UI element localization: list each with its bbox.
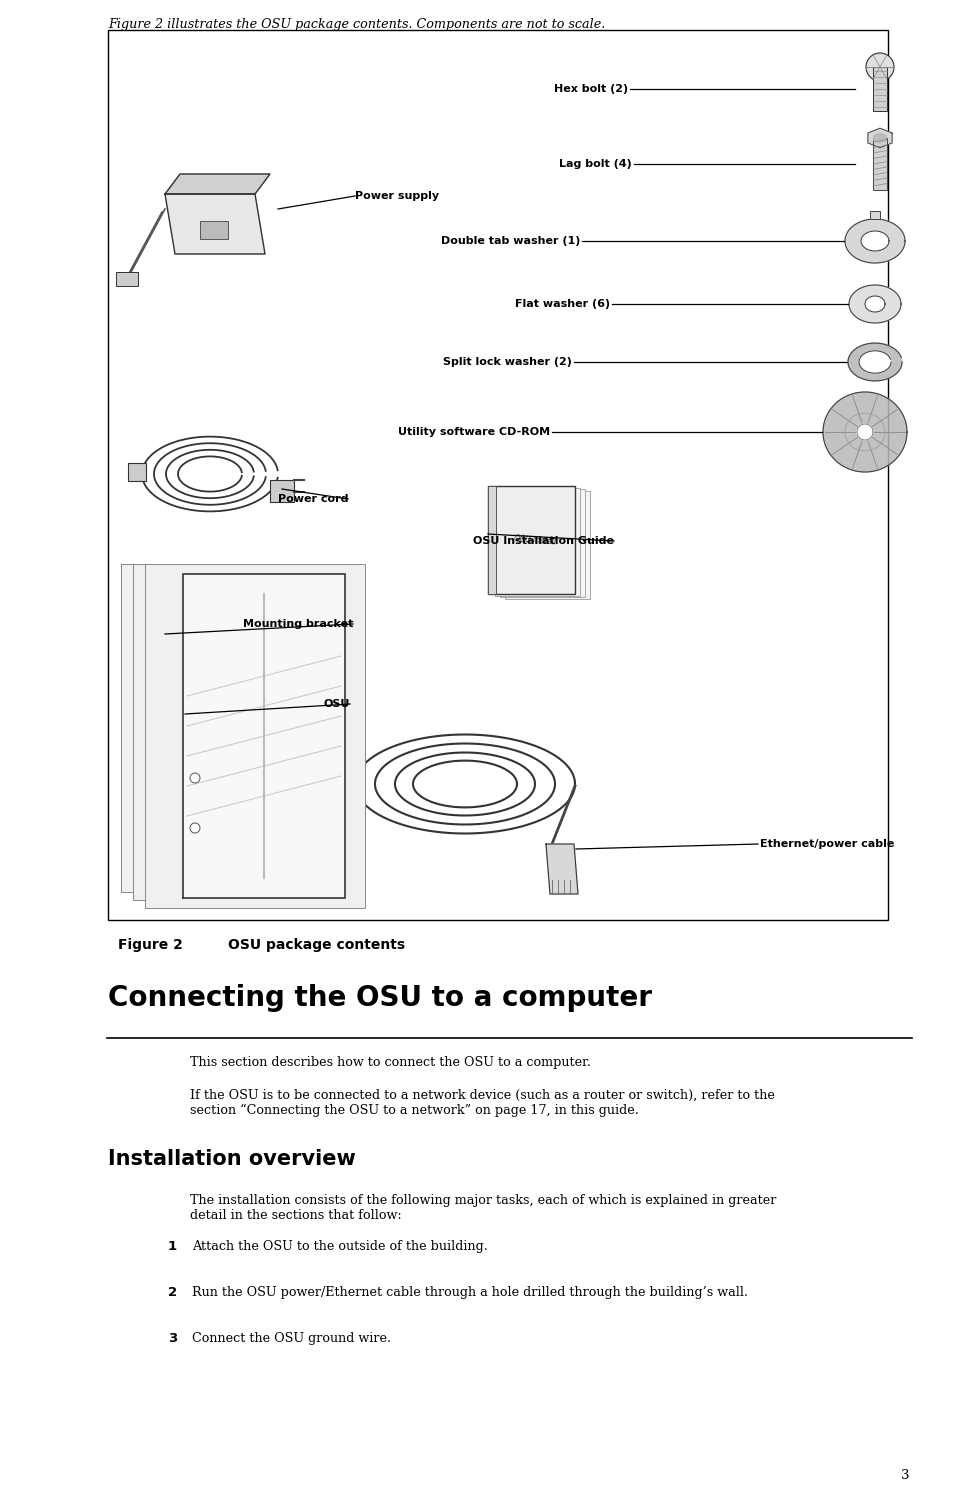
Text: 2: 2 xyxy=(168,1286,177,1299)
Bar xyxy=(495,487,580,596)
Polygon shape xyxy=(857,424,873,441)
Polygon shape xyxy=(874,132,886,143)
Text: Power cord: Power cord xyxy=(278,493,348,504)
Bar xyxy=(108,30,888,920)
Text: OSU Installation Guide: OSU Installation Guide xyxy=(473,535,614,546)
Text: Connecting the OSU to a computer: Connecting the OSU to a computer xyxy=(108,984,652,1012)
Polygon shape xyxy=(848,343,902,381)
Bar xyxy=(121,564,341,892)
Bar xyxy=(128,463,146,481)
Bar xyxy=(488,486,496,594)
Bar xyxy=(116,272,138,286)
Bar xyxy=(873,68,887,111)
Polygon shape xyxy=(859,350,891,373)
Text: Split lock washer (2): Split lock washer (2) xyxy=(443,356,572,367)
Polygon shape xyxy=(865,296,885,311)
Circle shape xyxy=(190,773,200,784)
Text: The installation consists of the following major tasks, each of which is explain: The installation consists of the followi… xyxy=(190,1194,776,1221)
Polygon shape xyxy=(183,575,345,898)
Text: If the OSU is to be connected to a network device (such as a router or switch), : If the OSU is to be connected to a netwo… xyxy=(190,1089,775,1117)
Polygon shape xyxy=(849,284,901,323)
Text: Ethernet/power cable: Ethernet/power cable xyxy=(760,839,894,848)
Text: Lag bolt (4): Lag bolt (4) xyxy=(560,159,632,168)
Text: Power supply: Power supply xyxy=(355,191,439,202)
Bar xyxy=(133,564,353,899)
Text: Mounting bracket: Mounting bracket xyxy=(243,620,353,629)
Polygon shape xyxy=(546,844,578,893)
Bar xyxy=(870,211,880,220)
Text: Connect the OSU ground wire.: Connect the OSU ground wire. xyxy=(192,1333,391,1345)
Text: 3: 3 xyxy=(902,1469,910,1481)
Circle shape xyxy=(190,823,200,833)
Text: 1: 1 xyxy=(168,1239,177,1253)
Text: Hex bolt (2): Hex bolt (2) xyxy=(554,84,628,93)
Text: Flat washer (6): Flat washer (6) xyxy=(515,299,610,308)
Bar xyxy=(500,489,585,597)
Text: This section describes how to connect the OSU to a computer.: This section describes how to connect th… xyxy=(190,1056,591,1069)
Circle shape xyxy=(866,53,894,81)
Bar xyxy=(145,564,365,908)
Polygon shape xyxy=(165,174,270,194)
Text: Utility software CD-ROM: Utility software CD-ROM xyxy=(398,427,550,438)
Polygon shape xyxy=(868,128,892,147)
Polygon shape xyxy=(861,232,889,251)
Text: Run the OSU power/Ethernet cable through a hole drilled through the building’s w: Run the OSU power/Ethernet cable through… xyxy=(192,1286,748,1299)
Bar xyxy=(270,480,294,502)
Text: OSU package contents: OSU package contents xyxy=(228,938,406,952)
Text: Double tab washer (1): Double tab washer (1) xyxy=(441,236,580,247)
Text: Installation overview: Installation overview xyxy=(108,1149,356,1169)
Text: Figure 2: Figure 2 xyxy=(118,938,183,952)
Text: OSU: OSU xyxy=(324,699,350,708)
Polygon shape xyxy=(823,393,907,472)
Bar xyxy=(200,221,228,239)
Text: Figure 2 illustrates the OSU package contents. Components are not to scale.: Figure 2 illustrates the OSU package con… xyxy=(108,18,605,32)
Text: OSU Install: OSU Install xyxy=(514,534,557,546)
Text: Attach the OSU to the outside of the building.: Attach the OSU to the outside of the bui… xyxy=(192,1239,488,1253)
Polygon shape xyxy=(845,220,905,263)
Text: 3: 3 xyxy=(168,1333,177,1345)
Bar xyxy=(505,490,590,599)
Bar xyxy=(873,138,887,190)
Polygon shape xyxy=(165,194,265,254)
Bar xyxy=(490,486,575,594)
Bar xyxy=(488,486,575,594)
